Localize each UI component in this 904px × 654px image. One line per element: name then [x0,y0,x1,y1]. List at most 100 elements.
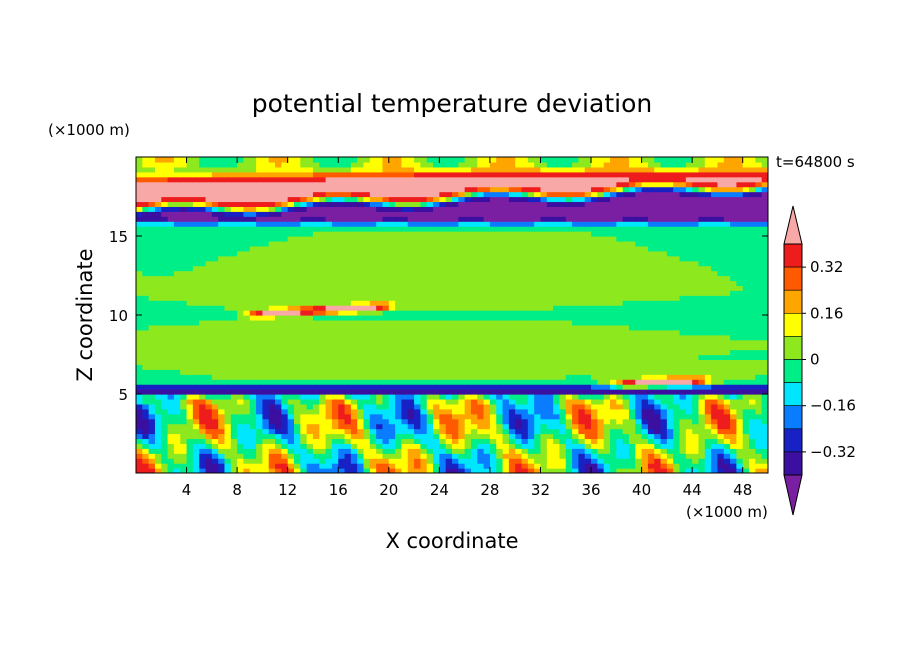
field-cell [477,329,485,336]
field-cell [275,443,282,449]
field-cell [489,394,497,400]
field-cell [749,468,756,473]
field-cell [205,226,213,232]
field-cell [256,231,263,237]
field-cell [420,329,428,336]
field-cell [635,245,643,252]
field-cell [711,290,719,296]
field-cell [256,458,263,464]
field-cell [477,275,485,282]
field-cell [452,453,459,459]
field-cell [376,285,384,291]
field-cell [546,379,554,385]
field-cell [287,240,295,247]
field-cell [508,428,516,435]
field-cell [300,413,308,420]
field-cell [641,448,649,454]
field-cell [376,423,384,430]
field-cell [167,339,175,346]
field-cell [395,443,403,449]
field-cell [508,463,516,469]
field-cell [230,433,238,440]
field-cell [464,275,472,282]
field-cell [711,423,719,430]
field-cell [527,270,535,277]
field-cell [243,349,251,356]
field-cell [654,344,662,351]
field-cell [414,359,421,365]
field-cell [275,359,282,365]
field-cell [749,324,756,331]
field-cell [464,250,472,257]
field-cell [736,394,744,400]
field-cell [445,285,453,291]
field-cell [161,231,169,237]
field-cell [736,315,744,321]
field-cell [268,463,276,469]
field-cell [205,300,213,306]
field-cell [338,231,346,237]
field-cell [553,260,561,267]
field-cell [704,413,712,420]
field-cell [230,305,238,311]
field-cell [414,231,421,237]
field-cell [711,443,719,449]
field-cell [357,364,365,370]
field-cell [256,374,263,380]
field-cell [433,369,440,375]
field-cell [666,379,674,385]
field-cell [540,379,548,385]
field-cell [218,448,226,454]
field-cell [192,334,200,341]
field-cell [192,374,200,380]
field-cell [635,344,643,351]
field-cell [730,394,737,400]
field-cell [489,226,497,232]
field-cell [357,463,365,469]
field-cell [755,359,763,365]
field-cell [464,354,472,361]
field-cell [420,468,428,473]
field-cell [483,250,491,257]
field-cell [376,236,384,242]
field-cell [262,339,270,346]
field-cell [407,255,415,262]
field-cell [723,275,731,282]
field-cell [161,438,169,444]
field-cell [717,384,725,390]
field-cell [572,295,579,301]
field-cell [395,423,403,430]
field-cell [211,305,219,311]
field-cell [439,369,447,375]
field-cell [736,236,744,242]
field-cell [281,468,289,473]
field-cell [572,319,579,326]
field-cell [407,324,415,331]
field-cell [148,398,156,405]
field-cell [464,364,472,370]
field-cell [603,403,611,410]
field-cell [534,275,542,282]
field-cell [704,324,712,331]
field-cell [173,339,181,346]
field-cell [679,339,687,346]
field-cell [205,384,213,390]
field-cell [742,339,750,346]
field-cell [578,305,586,311]
field-cell [287,265,295,272]
field-cell [243,443,251,449]
field-cell [673,398,681,405]
field-cell [350,245,358,252]
field-cell [685,250,693,257]
field-cell [527,236,535,242]
field-cell [622,468,630,473]
field-cell [483,270,491,277]
field-cell [211,324,219,331]
field-cell [489,354,497,361]
field-cell [325,428,333,435]
field-cell [591,300,598,306]
field-cell [300,275,308,282]
field-cell [704,339,712,346]
field-cell [584,413,592,420]
field-cell [154,428,162,435]
